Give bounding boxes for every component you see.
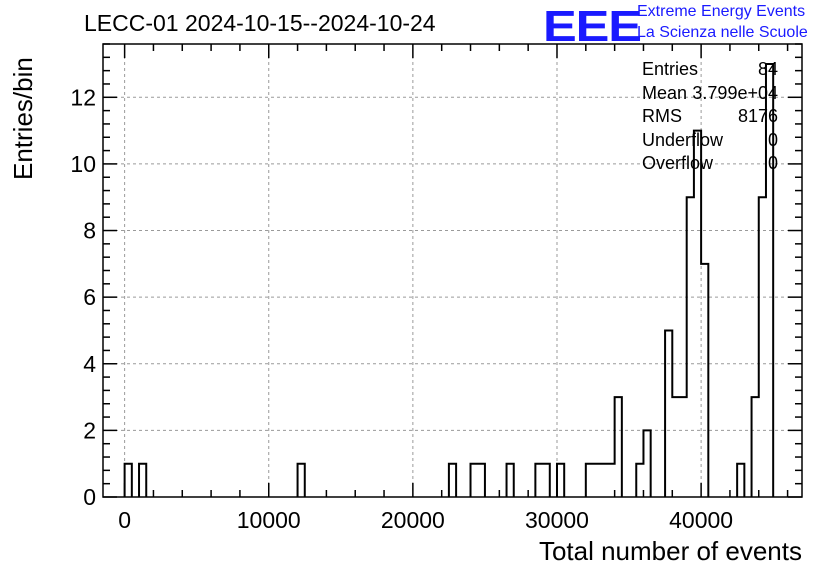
histogram-outline: [123, 62, 775, 497]
y-tick-label: 6: [83, 284, 96, 310]
stat-value: 0: [767, 153, 778, 173]
logo-line-2: La Scienza nelle Scuole: [637, 24, 808, 41]
stat-row-underflow: Underflow 0: [642, 129, 778, 153]
x-tick-label: 40000: [669, 507, 733, 533]
stat-label: Overflow: [642, 153, 714, 173]
y-tick-label: 12: [70, 84, 96, 110]
stat-value: 8176: [737, 106, 778, 126]
stats-box: Entries 84 Mean 3.799e+04 RMS 8176 Under…: [642, 58, 778, 176]
x-tick-label: 0: [118, 507, 131, 533]
y-axis-label: Entries/bin: [8, 57, 38, 180]
stat-row-mean: Mean 3.799e+04: [642, 82, 778, 106]
stat-row-rms: RMS 8176: [642, 105, 778, 129]
y-tick-label: 0: [83, 484, 96, 510]
stat-label: Entries: [642, 59, 699, 79]
x-tick-label: 20000: [381, 507, 445, 533]
x-tick-label: 10000: [237, 507, 301, 533]
y-tick-label: 10: [70, 151, 96, 177]
stat-value: 3.799e+04: [692, 82, 778, 103]
stat-row-overflow: Overflow 0: [642, 152, 778, 176]
stat-row-entries: Entries 84: [642, 58, 778, 82]
eee-logo: EEE: [543, 2, 642, 51]
y-tick-label: 2: [83, 417, 96, 443]
y-tick-label: 8: [83, 218, 96, 244]
logo-line-1: Extreme Energy Events: [637, 3, 806, 20]
stat-value: 84: [757, 59, 778, 79]
y-tick-label: 4: [83, 351, 96, 377]
stat-label: RMS: [642, 106, 682, 126]
stat-label: Mean: [642, 82, 688, 103]
x-tick-label: 30000: [525, 507, 589, 533]
stat-label: Underflow: [642, 129, 724, 150]
stat-value: 0: [767, 129, 778, 150]
x-axis-label: Total number of events: [538, 536, 802, 566]
chart-title: LECC-01 2024-10-15--2024-10-24: [84, 10, 436, 36]
